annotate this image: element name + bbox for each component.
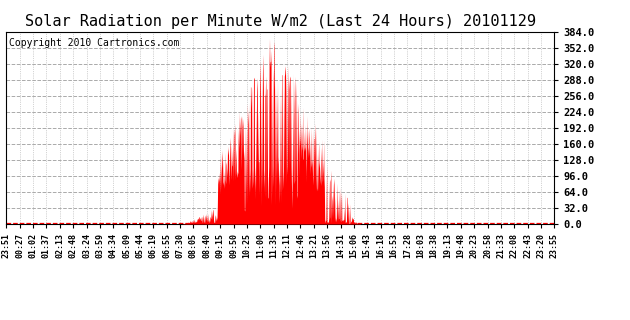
Title: Solar Radiation per Minute W/m2 (Last 24 Hours) 20101129: Solar Radiation per Minute W/m2 (Last 24…: [25, 14, 536, 29]
Text: Copyright 2010 Cartronics.com: Copyright 2010 Cartronics.com: [9, 38, 180, 48]
